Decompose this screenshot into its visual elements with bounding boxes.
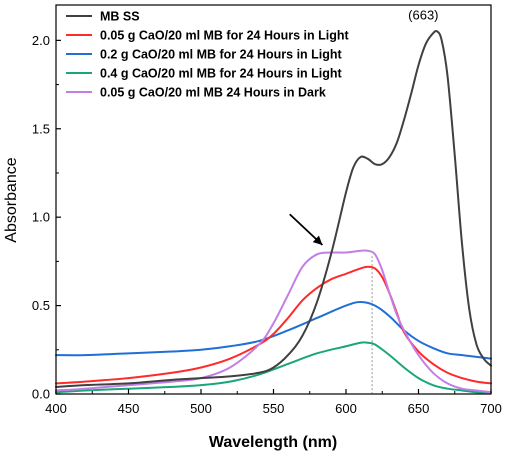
legend-entry-4: 0.05 g CaO/20 ml MB 24 Hours in Dark [100,86,326,100]
x-tick-label: 500 [190,401,212,416]
legend-entry-1: 0.05 g CaO/20 ml MB for 24 Hours in Ligh… [100,29,349,43]
arrow-head [312,235,323,246]
legend-entry-3: 0.4 g CaO/20 ml MB for 24 Hours in Light [100,67,343,81]
y-tick-label: 2.0 [32,33,50,48]
series-line-0 [55,30,492,388]
y-tick-label: 1.5 [32,121,50,136]
series-layer [55,30,492,394]
series-line-2 [55,301,492,360]
annotations: (663) [289,8,439,246]
series-line-1 [55,265,492,385]
y-tick-label: 0.0 [32,387,50,402]
y-tick-label: 0.5 [32,298,50,313]
ticks-layer: 400 450 500 550 600 650 700 0.0 0.5 1.0 1.5 2.0 [32,33,502,416]
legend: MB SS 0.05 g CaO/20 ml MB for 24 Hours in… [66,10,349,100]
peak-annotation: (663) [408,8,438,23]
x-tick-label: 400 [45,401,67,416]
series-line-4 [55,249,492,394]
x-tick-label: 700 [480,401,502,416]
y-axis-title: Absorbance [3,157,20,242]
legend-entry-0: MB SS [100,10,140,24]
legend-entry-2: 0.2 g CaO/20 ml MB for 24 Hours in Light [100,48,343,62]
x-tick-label: 600 [335,401,357,416]
x-tick-label: 450 [118,401,140,416]
x-axis-title: Wavelength (nm) [209,434,337,451]
x-tick-label: 550 [263,401,285,416]
x-tick-label: 650 [408,401,430,416]
y-tick-label: 1.0 [32,210,50,225]
series-line-3 [55,341,492,394]
